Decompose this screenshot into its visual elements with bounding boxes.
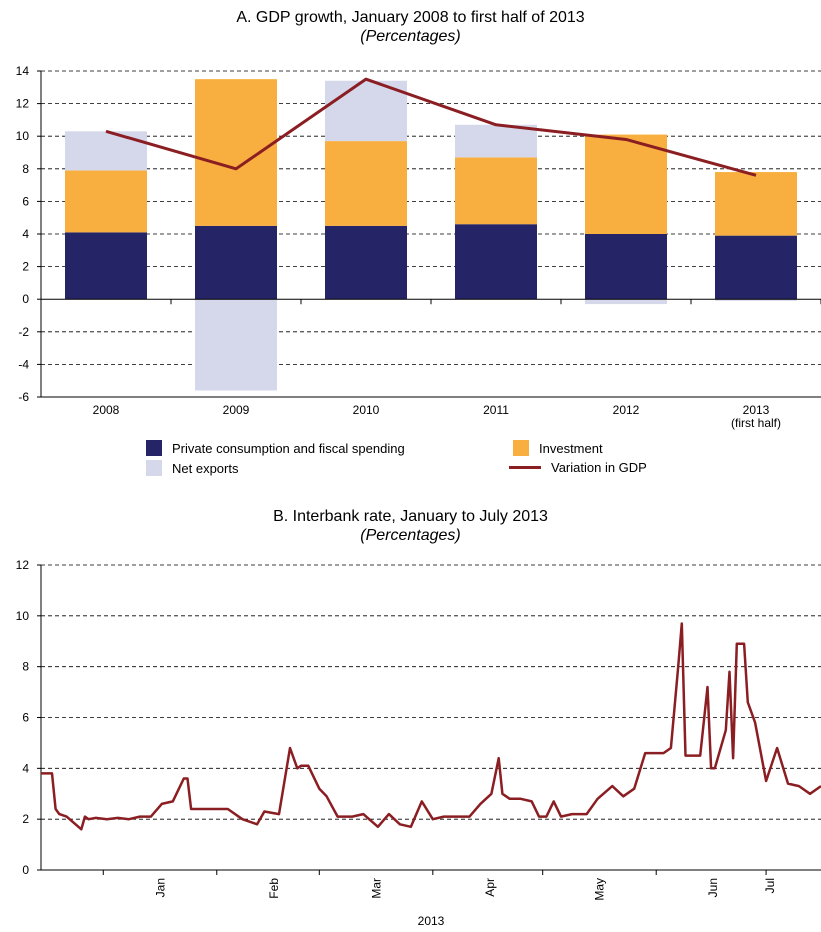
bar-investment-2 xyxy=(325,141,407,226)
legend-swatch-net-exports xyxy=(146,460,162,476)
x-tick-label-month: Jan xyxy=(153,878,167,897)
y-tick-label: 2 xyxy=(22,260,29,274)
y-tick-label: 4 xyxy=(22,227,29,241)
legend-label-net-exports: Net exports xyxy=(172,460,239,476)
y-tick-label: -4 xyxy=(18,357,29,371)
x-tick-label: 2011 xyxy=(483,403,509,417)
x-tick-label-sub: (first half) xyxy=(731,416,781,430)
legend-item-investment: Investment xyxy=(513,440,603,456)
y-tick-label: -2 xyxy=(18,325,29,339)
chart-a-title: A. GDP growth, January 2008 to first hal… xyxy=(236,9,585,26)
legend-item-net-exports: Net exports xyxy=(146,460,238,476)
y-tick-label: 10 xyxy=(16,609,30,623)
x-tick-label-month: Apr xyxy=(483,878,497,897)
legend-swatch-private-consumption xyxy=(146,440,162,456)
legend-label-private-consumption: Private consumption and fiscal spending xyxy=(172,440,405,456)
x-tick-label-month: Feb xyxy=(267,878,281,899)
y-tick-label: 10 xyxy=(16,129,30,143)
y-tick-label: 0 xyxy=(22,292,29,306)
y-tick-label: 0 xyxy=(22,863,29,877)
bar-investment-1 xyxy=(195,79,277,226)
line-interbank-rate xyxy=(41,622,821,831)
x-tick-label-month: Jun xyxy=(706,878,720,897)
legend-swatch-investment xyxy=(513,440,529,456)
bar-private-consumption-and-fiscal-spending-1 xyxy=(195,225,277,300)
bar-net-exports-1 xyxy=(195,299,277,391)
legend-item-gdp-variation: Variation in GDP xyxy=(509,460,647,475)
x-tick-label: 2010 xyxy=(353,403,380,417)
chart-a-title-block: A. GDP growth, January 2008 to first hal… xyxy=(0,8,821,46)
x-tick-label-month: Jul xyxy=(763,878,777,893)
y-tick-label: 12 xyxy=(16,97,30,111)
chart-b-title-block: B. Interbank rate, January to July 2013 … xyxy=(0,507,821,545)
y-tick-label: 6 xyxy=(22,711,29,725)
y-tick-label: 8 xyxy=(22,660,29,674)
x-axis-label: 2013 xyxy=(418,914,445,928)
line-gdp-variation xyxy=(105,77,757,177)
bar-private-consumption-and-fiscal-spending-0 xyxy=(65,232,147,300)
y-tick-label: 6 xyxy=(22,194,29,208)
bar-private-consumption-and-fiscal-spending-3 xyxy=(455,224,537,300)
bar-private-consumption-and-fiscal-spending-2 xyxy=(325,225,407,300)
x-tick-label: 2009 xyxy=(223,403,250,417)
chart-b-subtitle: (Percentages) xyxy=(360,527,461,544)
x-tick-label: 2008 xyxy=(93,403,120,417)
x-tick-label: 2012 xyxy=(613,403,640,417)
y-tick-label: 14 xyxy=(16,64,30,78)
y-tick-label: -6 xyxy=(18,390,29,404)
bar-investment-3 xyxy=(455,157,537,225)
bar-private-consumption-and-fiscal-spending-4 xyxy=(585,234,667,300)
y-tick-label: 4 xyxy=(22,761,29,775)
bar-private-consumption-and-fiscal-spending-5 xyxy=(715,235,797,300)
bar-investment-5 xyxy=(715,172,797,236)
y-tick-label: 12 xyxy=(16,558,30,572)
x-tick-label-month: Mar xyxy=(369,878,383,899)
bar-net-exports-4 xyxy=(585,299,667,305)
chart-a-subtitle: (Percentages) xyxy=(360,28,461,45)
bar-net-exports-2 xyxy=(325,80,407,142)
chart-b-title: B. Interbank rate, January to July 2013 xyxy=(273,508,548,525)
legend-swatch-gdp-variation xyxy=(509,466,541,469)
legend-label-gdp-variation: Variation in GDP xyxy=(551,460,647,475)
y-tick-label: 2 xyxy=(22,812,29,826)
bar-investment-4 xyxy=(585,134,667,234)
bar-net-exports-5 xyxy=(715,299,797,301)
chart-a-gdp-growth: 14 12 10 8 6 4 2 0 -2 -4 -6 2008 2009 2010 2011 2012 201… xyxy=(16,64,821,430)
legend-item-private-consumption: Private consumption and fiscal spending xyxy=(146,440,405,456)
bar-net-exports-3 xyxy=(455,124,537,158)
x-tick-label-month: May xyxy=(593,878,607,901)
legend-label-investment: Investment xyxy=(539,440,603,456)
x-tick-label: 2013 xyxy=(743,403,770,417)
bar-investment-0 xyxy=(65,170,147,233)
y-tick-label: 8 xyxy=(22,162,29,176)
